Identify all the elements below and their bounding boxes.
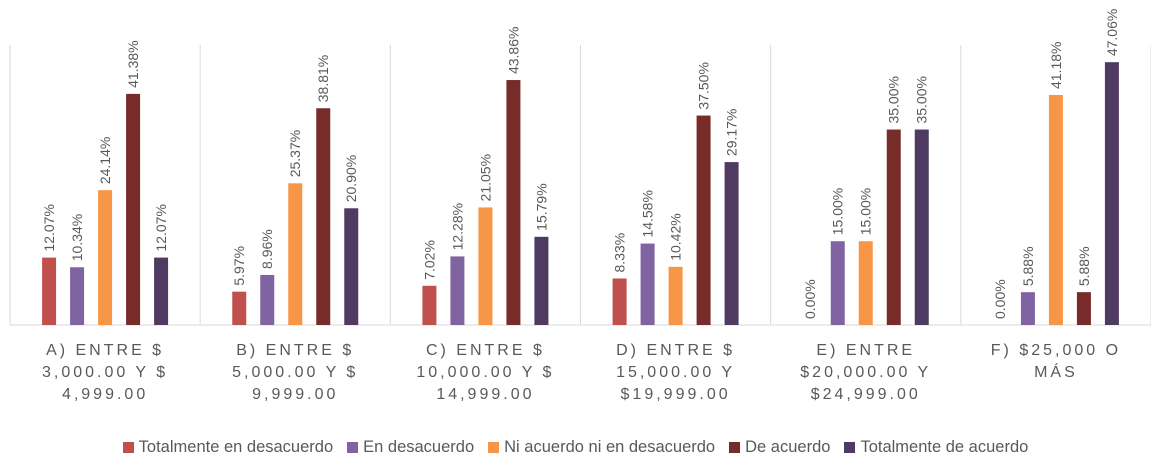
bar bbox=[232, 291, 247, 325]
bar bbox=[316, 108, 331, 325]
bar bbox=[886, 129, 901, 325]
data-label: 15.79% bbox=[533, 183, 549, 230]
data-label: 14.58% bbox=[640, 190, 656, 237]
data-label: 35.00% bbox=[886, 76, 902, 123]
data-label: 47.06% bbox=[1104, 9, 1120, 56]
bar bbox=[154, 257, 169, 325]
data-label: 21.05% bbox=[477, 154, 493, 201]
legend-item: Totalmente en desacuerdo bbox=[122, 438, 334, 457]
legend-label: De acuerdo bbox=[745, 438, 831, 456]
data-label: 37.50% bbox=[696, 62, 712, 109]
x-tick-label: E) ENTRE $20,000.00 Y $24,999.00 bbox=[800, 342, 932, 403]
data-label: 8.33% bbox=[612, 233, 628, 273]
data-label: 41.38% bbox=[125, 40, 141, 87]
bar bbox=[450, 256, 465, 325]
legend-label: En desacuerdo bbox=[363, 438, 475, 456]
x-tick-label: C) ENTRE $ 10,000.00 Y $ 14,999.00 bbox=[416, 342, 555, 403]
data-label: 29.17% bbox=[724, 109, 740, 156]
legend-item: Totalmente de acuerdo bbox=[844, 438, 1028, 457]
bar bbox=[696, 115, 711, 325]
bar bbox=[858, 241, 873, 325]
bar bbox=[506, 80, 521, 325]
legend-swatch bbox=[122, 442, 134, 453]
legend: Totalmente en desacuerdo En desacuerdo Ni … bbox=[0, 438, 1151, 457]
data-label: 12.28% bbox=[449, 203, 465, 250]
legend-swatch bbox=[844, 442, 856, 453]
legend-item: En desacuerdo bbox=[347, 438, 474, 457]
bar bbox=[1104, 62, 1119, 326]
bar bbox=[1020, 292, 1035, 325]
bar bbox=[668, 266, 683, 325]
bar bbox=[830, 241, 845, 325]
bar bbox=[422, 285, 437, 325]
bar bbox=[612, 278, 627, 325]
bar bbox=[126, 93, 141, 325]
bar bbox=[914, 129, 929, 325]
data-label: 24.14% bbox=[97, 137, 113, 184]
legend-swatch bbox=[488, 442, 500, 453]
data-label: 5.88% bbox=[1076, 246, 1092, 286]
legend-item: Ni acuerdo ni en desacuerdo bbox=[488, 438, 715, 457]
data-label: 25.37% bbox=[287, 130, 303, 177]
bar bbox=[1048, 95, 1063, 325]
data-label: 35.00% bbox=[914, 76, 930, 123]
x-tick-label: A) ENTRE $ 3,000.00 Y $ 4,999.00 bbox=[41, 342, 169, 403]
legend-swatch bbox=[729, 442, 741, 453]
data-label: 5.88% bbox=[1020, 246, 1036, 286]
bar bbox=[534, 236, 549, 325]
x-tick-label: D) ENTRE $ 15,000.00 Y $19,999.00 bbox=[616, 342, 736, 403]
data-label: 12.07% bbox=[153, 204, 169, 251]
data-label: 5.97% bbox=[231, 246, 247, 286]
bar bbox=[288, 183, 303, 325]
data-label: 8.96% bbox=[259, 229, 275, 269]
bar bbox=[70, 267, 85, 325]
data-label: 41.18% bbox=[1048, 42, 1064, 89]
bar bbox=[478, 207, 493, 325]
data-label: 10.42% bbox=[668, 213, 684, 260]
data-label: 43.86% bbox=[505, 27, 521, 74]
legend-label: Totalmente en desacuerdo bbox=[138, 438, 334, 456]
data-label: 15.00% bbox=[858, 188, 874, 235]
data-label: 0.00% bbox=[802, 279, 818, 319]
data-label: 7.02% bbox=[421, 240, 437, 280]
legend-label: Ni acuerdo ni en desacuerdo bbox=[504, 438, 716, 456]
bar bbox=[42, 257, 57, 325]
bar bbox=[260, 274, 275, 325]
legend-item: De acuerdo bbox=[729, 438, 830, 457]
bar bbox=[640, 243, 655, 325]
x-tick-label: F) $25,000 O MÁS bbox=[990, 342, 1122, 381]
data-label: 0.00% bbox=[992, 279, 1008, 319]
bar bbox=[1076, 292, 1091, 325]
x-tick-label: B) ENTRE $ 5,000.00 Y $ 9,999.00 bbox=[232, 342, 359, 403]
data-label: 20.90% bbox=[343, 155, 359, 202]
bar bbox=[724, 162, 739, 325]
data-label: 10.34% bbox=[69, 214, 85, 261]
bar bbox=[344, 208, 359, 325]
data-label: 38.81% bbox=[315, 55, 331, 102]
data-label: 15.00% bbox=[830, 188, 846, 235]
data-label: 12.07% bbox=[41, 204, 57, 251]
legend-swatch bbox=[347, 442, 359, 453]
legend-label: Totalmente de acuerdo bbox=[860, 438, 1029, 456]
bar bbox=[98, 190, 113, 325]
